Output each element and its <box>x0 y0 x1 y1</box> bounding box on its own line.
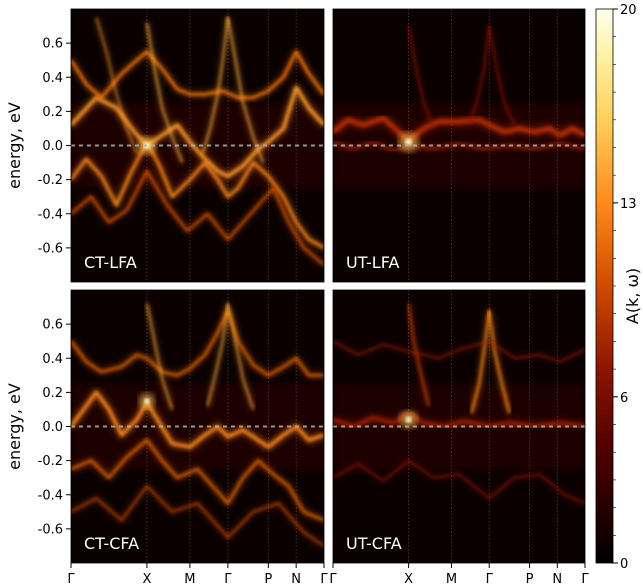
spectral-hotspot-core <box>405 138 413 146</box>
y-tick-label: -0.6 <box>38 241 63 256</box>
panel-label: UT-CFA <box>346 534 402 553</box>
band-line <box>71 170 324 266</box>
y-tick-label: 0.2 <box>42 386 63 401</box>
x-tick-label: M <box>184 572 195 587</box>
band-line <box>71 140 324 250</box>
y-tick-label: 0.0 <box>42 139 63 154</box>
x-tick-label: Γ <box>329 572 337 587</box>
band-line <box>488 310 511 414</box>
panel-axes: 0.6 0.4 0.2 0.0 -0.2 -0.4 -0.6 energy, eV Γ X M Γ P N… <box>5 289 328 587</box>
y-tick-label: 0.4 <box>42 352 63 367</box>
band-line <box>146 303 173 410</box>
colorbar-tick-label: 6 <box>620 391 628 406</box>
colorbar-label: A(k, ω) <box>623 268 642 324</box>
x-tick-label: N <box>291 572 301 587</box>
x-tick-label: Γ <box>486 572 494 587</box>
axes-frame <box>332 8 586 283</box>
panel-label: CT-CFA <box>84 534 139 553</box>
band-line <box>407 25 435 129</box>
x-tick-label: Γ <box>224 572 232 587</box>
band-line <box>71 485 324 547</box>
y-axis-label: energy, eV <box>5 102 24 189</box>
band-line <box>95 17 138 155</box>
band-line <box>201 17 229 155</box>
panel-ut-lfa: UT-LFA <box>333 9 585 282</box>
x-tick-label: P <box>264 572 272 587</box>
band-line <box>71 390 324 449</box>
band-line <box>71 50 324 99</box>
panel-label: UT-LFA <box>346 253 399 272</box>
y-tick-label: -0.4 <box>38 207 63 222</box>
panel-ct-lfa: CT-LFA <box>71 9 324 282</box>
band-line <box>71 85 324 178</box>
panel-axes: 0.6 0.4 0.2 0.0 -0.2 -0.4 -0.6 energy, eV <box>5 8 325 283</box>
panel-ct-cfa: CT-CFA <box>71 290 324 563</box>
band-line <box>206 303 229 407</box>
spectral-background <box>71 383 324 470</box>
colorbar-tick-label: 20 <box>620 3 637 18</box>
y-tick-label: 0.2 <box>42 105 63 120</box>
y-tick-label: -0.4 <box>38 488 63 503</box>
y-tick-label: -0.6 <box>38 522 63 537</box>
band-line <box>333 459 585 505</box>
colorbar-tick-label: 13 <box>620 197 637 212</box>
x-tick-label: P <box>526 572 534 587</box>
band-line <box>227 303 254 410</box>
y-tick-label: 0.6 <box>42 318 63 333</box>
band-line <box>468 25 491 126</box>
band-line <box>407 303 430 407</box>
x-tick-label: M <box>446 572 457 587</box>
x-tick-label: X <box>404 572 413 587</box>
band-line <box>488 25 516 126</box>
x-tick-label: Γ <box>581 572 589 587</box>
colorbar-gradient <box>595 8 614 564</box>
y-tick-label: 0.4 <box>42 71 63 86</box>
x-tick-label: N <box>552 572 562 587</box>
y-axis-label: energy, eV <box>5 383 24 470</box>
panel-axes <box>332 8 586 283</box>
panel-ut-cfa: UT-CFA <box>333 290 585 563</box>
y-tick-label: 0.6 <box>42 37 63 52</box>
panel-label: CT-LFA <box>84 253 137 272</box>
colorbar: 0 6 13 20 A(k, ω) <box>595 3 642 572</box>
x-tick-label: Γ <box>67 572 75 587</box>
y-tick-label: -0.2 <box>38 173 63 188</box>
band-line <box>470 310 491 414</box>
x-tick-label: X <box>142 572 151 587</box>
x-tick-label: Γ <box>320 572 328 587</box>
spectral-hotspot-core <box>405 416 412 423</box>
band-line <box>71 309 324 377</box>
band-line <box>71 438 324 522</box>
colorbar-tick-label: 0 <box>620 557 628 572</box>
band-line <box>333 340 585 363</box>
y-tick-label: 0.0 <box>42 420 63 435</box>
spectral-hotspot-core <box>144 398 150 404</box>
axes-frame <box>332 289 586 564</box>
y-tick-label: -0.2 <box>38 454 63 469</box>
